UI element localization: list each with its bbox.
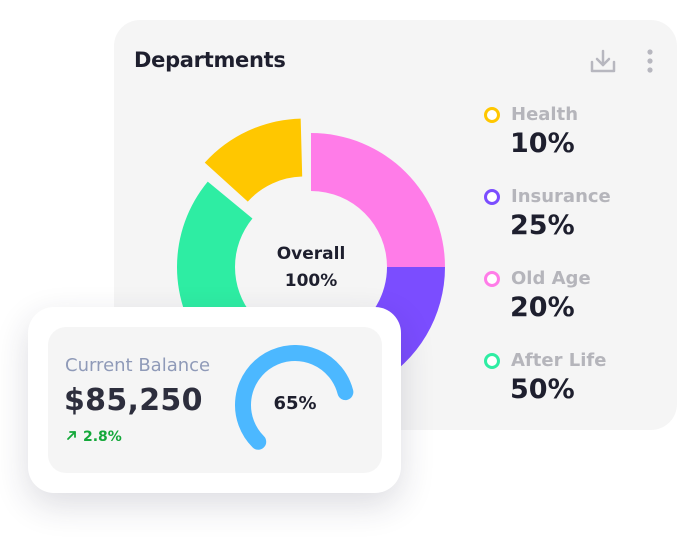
balance-card: Current Balance $85,250 2.8% 65% — [28, 307, 401, 493]
download-icon[interactable] — [588, 46, 618, 76]
legend-value-insurance: 25% — [510, 210, 575, 241]
legend-item-after-life: After Life 50% — [484, 350, 664, 432]
donut-segment-health[interactable] — [204, 118, 303, 202]
balance-panel: Current Balance $85,250 2.8% 65% — [48, 327, 382, 473]
arrow-up-right-icon — [66, 429, 77, 445]
legend-value-after-life: 50% — [510, 374, 575, 405]
balance-change-value: 2.8% — [83, 429, 122, 445]
gauge-svg — [235, 345, 354, 450]
gauge-value: 65% — [273, 393, 317, 414]
balance-label: Current Balance — [65, 355, 211, 376]
legend-item-insurance: Insurance 25% — [484, 186, 664, 268]
legend-label-old-age: Old Age — [511, 268, 591, 289]
legend-label-health: Health — [511, 104, 579, 125]
legend-item-old-age: Old Age 20% — [484, 268, 664, 350]
donut-center-value: 100% — [284, 271, 338, 291]
legend-dot-old-age — [484, 271, 500, 287]
legend-value-old-age: 20% — [510, 292, 575, 323]
legend-label-after-life: After Life — [511, 350, 607, 371]
legend-item-health: Health 10% — [484, 104, 664, 186]
donut-center-label: Overall — [276, 244, 346, 264]
balance-gauge: 65% — [230, 345, 360, 455]
departments-title: Departments — [134, 48, 286, 72]
legend-dot-insurance — [484, 189, 500, 205]
legend-dot-after-life — [484, 353, 500, 369]
balance-change: 2.8% — [66, 429, 122, 445]
legend-label-insurance: Insurance — [511, 186, 611, 207]
legend-value-health: 10% — [510, 128, 575, 159]
legend: Health 10% Insurance 25% Old Age 20% Aft… — [484, 104, 664, 432]
balance-amount: $85,250 — [64, 383, 203, 418]
more-vertical-icon[interactable] — [640, 46, 660, 76]
gauge-arc — [235, 345, 354, 450]
legend-dot-health — [484, 107, 500, 123]
donut-segment-old-age[interactable] — [311, 133, 445, 267]
